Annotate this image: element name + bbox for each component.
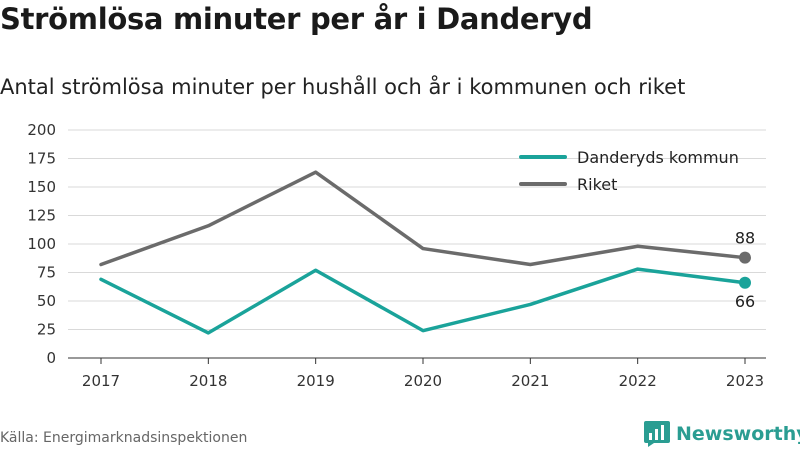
y-tick-label: 100 [27, 235, 56, 253]
end-value-label: 66 [735, 292, 755, 311]
y-tick-label: 0 [46, 349, 56, 367]
series-line [99, 170, 747, 267]
end-value-label: 88 [735, 229, 755, 248]
end-point [739, 251, 751, 264]
legend-label: Riket [577, 175, 617, 194]
y-tick-label: 175 [27, 150, 56, 168]
y-tick-label: 75 [37, 264, 56, 282]
x-tick-label: 2019 [297, 372, 335, 390]
legend: Danderyds kommun Riket [519, 148, 739, 194]
series-lines [99, 170, 751, 335]
chart-title: Strömlösa minuter per år i Danderyd [0, 2, 593, 36]
x-tick-label: 2022 [619, 372, 657, 390]
x-tick-label: 2021 [511, 372, 549, 390]
legend-label: Danderyds kommun [577, 148, 739, 167]
brand-name: Newsworthy [676, 423, 800, 445]
x-tick-label: 2020 [404, 372, 442, 390]
bar-chart-logo-icon [644, 421, 670, 447]
y-tick-label: 125 [27, 207, 56, 225]
y-tick-label: 150 [27, 178, 56, 196]
y-tick-label: 25 [37, 321, 56, 339]
gridlines [68, 129, 766, 330]
end-point [739, 276, 751, 289]
source-note: Källa: Energimarknadsinspektionen [0, 430, 248, 446]
x-tick-label: 2018 [189, 372, 227, 390]
axes: 0 25 50 75 100 125 150 175 200 2017 2018 2019 2020 20… [27, 121, 766, 390]
y-tick-label: 200 [27, 121, 56, 139]
x-tick-label: 2017 [82, 372, 120, 390]
x-tick-label: 2023 [726, 372, 764, 390]
series-line [99, 267, 747, 335]
y-tick-label: 50 [37, 292, 56, 310]
brand-logo: Newsworthy [644, 420, 800, 448]
chart-subtitle: Antal strömlösa minuter per hushåll och … [0, 75, 686, 99]
end-labels: 66 88 [735, 229, 755, 311]
